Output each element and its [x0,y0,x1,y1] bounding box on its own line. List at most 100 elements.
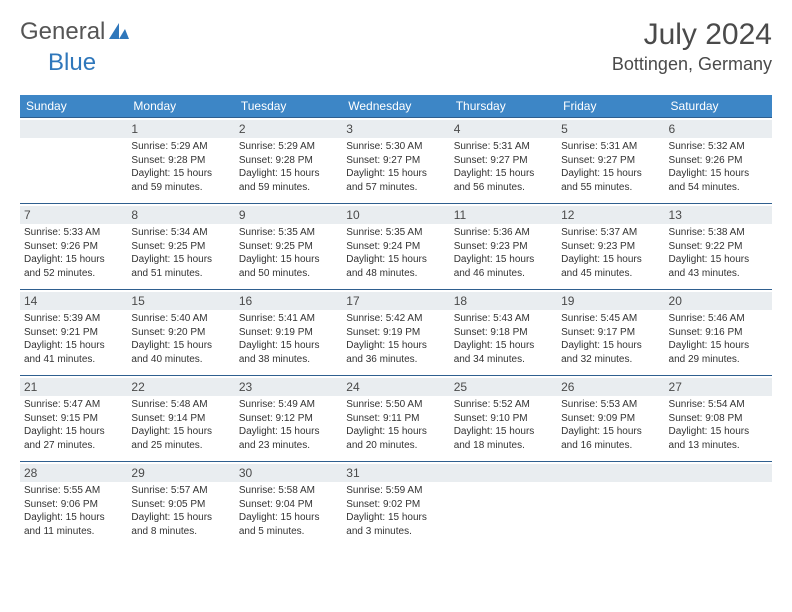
day-details: Sunrise: 5:39 AMSunset: 9:21 PMDaylight:… [24,312,123,366]
day-number: 6 [665,120,772,138]
sunrise-text: Sunrise: 5:57 AM [131,484,230,498]
sunrise-text: Sunrise: 5:29 AM [239,140,338,154]
sunrise-text: Sunrise: 5:48 AM [131,398,230,412]
day-details: Sunrise: 5:55 AMSunset: 9:06 PMDaylight:… [24,484,123,538]
sunset-text: Sunset: 9:28 PM [239,154,338,168]
daylight-text: Daylight: 15 hours and 25 minutes. [131,425,230,452]
sunrise-text: Sunrise: 5:29 AM [131,140,230,154]
sunrise-text: Sunrise: 5:33 AM [24,226,123,240]
sunrise-text: Sunrise: 5:32 AM [669,140,768,154]
day-number: 4 [450,120,557,138]
calendar-row: 21Sunrise: 5:47 AMSunset: 9:15 PMDayligh… [20,376,772,462]
sunrise-text: Sunrise: 5:37 AM [561,226,660,240]
calendar-cell: 23Sunrise: 5:49 AMSunset: 9:12 PMDayligh… [235,376,342,462]
sunset-text: Sunset: 9:28 PM [131,154,230,168]
sunrise-text: Sunrise: 5:43 AM [454,312,553,326]
location: Bottingen, Germany [612,54,772,75]
sunrise-text: Sunrise: 5:35 AM [239,226,338,240]
calendar-cell: 15 Sunrise: 5:40 AMSunset: 9:20 PMDayligh… [127,290,234,376]
sunset-text: Sunset: 9:27 PM [561,154,660,168]
daylight-text: Daylight: 15 hours and 38 minutes. [239,339,338,366]
day-number: 7 [20,206,127,224]
sunrise-text: Sunrise: 5:31 AM [561,140,660,154]
calendar-cell: 12Sunrise: 5:37 AMSunset: 9:23 PMDayligh… [557,204,664,290]
calendar-cell: 25Sunrise: 5:52 AMSunset: 9:10 PMDayligh… [450,376,557,462]
day-number: 19 [557,292,664,310]
day-number: 16 [235,292,342,310]
day-number [557,464,664,482]
day-number: 27 [665,378,772,396]
day-header: Thursday [450,95,557,118]
daylight-text: Daylight: 15 hours and 18 minutes. [454,425,553,452]
daylight-text: Daylight: 15 hours and 3 minutes. [346,511,445,538]
daylight-text: Daylight: 15 hours and 16 minutes. [561,425,660,452]
calendar-cell: 16 Sunrise: 5:41 AMSunset: 9:19 PMDayligh… [235,290,342,376]
day-details: Sunrise: 5:38 AMSunset: 9:22 PMDaylight:… [669,226,768,280]
daylight-text: Daylight: 15 hours and 48 minutes. [346,253,445,280]
sunrise-text: Sunrise: 5:42 AM [346,312,445,326]
sunrise-text: Sunrise: 5:54 AM [669,398,768,412]
calendar-cell: 14Sunrise: 5:39 AMSunset: 9:21 PMDayligh… [20,290,127,376]
day-details: Sunrise: 5:35 AMSunset: 9:24 PMDaylight:… [346,226,445,280]
sunrise-text: Sunrise: 5:59 AM [346,484,445,498]
sunrise-text: Sunrise: 5:34 AM [131,226,230,240]
day-details: Sunrise: 5:46 AMSunset: 9:16 PMDaylight:… [669,312,768,366]
daylight-text: Daylight: 15 hours and 40 minutes. [131,339,230,366]
calendar-cell [450,462,557,548]
day-number [450,464,557,482]
sunset-text: Sunset: 9:06 PM [24,498,123,512]
sunset-text: Sunset: 9:11 PM [346,412,445,426]
sunrise-text: Sunrise: 5:50 AM [346,398,445,412]
calendar-row: 7Sunrise: 5:33 AMSunset: 9:26 PMDaylight… [20,204,772,290]
day-details: Sunrise: 5:58 AMSunset: 9:04 PMDaylight:… [239,484,338,538]
calendar-cell: 26 Sunrise: 5:53 AMSunset: 9:09 PMDayligh… [557,376,664,462]
day-header: Monday [127,95,234,118]
sunset-text: Sunset: 9:27 PM [454,154,553,168]
day-number: 26 [557,378,664,396]
daylight-text: Daylight: 15 hours and 36 minutes. [346,339,445,366]
day-number: 1 [127,120,234,138]
day-details: Sunrise: 5:30 AMSunset: 9:27 PMDaylight:… [346,140,445,194]
sunrise-text: Sunrise: 5:47 AM [24,398,123,412]
calendar-cell: 1Sunrise: 5:29 AMSunset: 9:28 PMDaylight… [127,118,234,204]
day-number: 11 [450,206,557,224]
sunset-text: Sunset: 9:19 PM [346,326,445,340]
sunrise-text: Sunrise: 5:39 AM [24,312,123,326]
daylight-text: Daylight: 15 hours and 54 minutes. [669,167,768,194]
day-header-row: Sunday Monday Tuesday Wednesday Thursday… [20,95,772,118]
sunset-text: Sunset: 9:18 PM [454,326,553,340]
sunset-text: Sunset: 9:23 PM [454,240,553,254]
logo: General [20,18,129,46]
day-details: Sunrise: 5:40 AMSunset: 9:20 PMDaylight:… [131,312,230,366]
daylight-text: Daylight: 15 hours and 43 minutes. [669,253,768,280]
sunset-text: Sunset: 9:19 PM [239,326,338,340]
sunrise-text: Sunrise: 5:31 AM [454,140,553,154]
daylight-text: Daylight: 15 hours and 20 minutes. [346,425,445,452]
daylight-text: Daylight: 15 hours and 51 minutes. [131,253,230,280]
sunset-text: Sunset: 9:15 PM [24,412,123,426]
calendar-cell: 28Sunrise: 5:55 AMSunset: 9:06 PMDayligh… [20,462,127,548]
day-number: 13 [665,206,772,224]
calendar-cell [557,462,664,548]
day-number: 15 [127,292,234,310]
sunset-text: Sunset: 9:25 PM [239,240,338,254]
title-block: July 2024 Bottingen, Germany [612,18,772,75]
day-number: 30 [235,464,342,482]
calendar-cell: 17Sunrise: 5:42 AMSunset: 9:19 PMDayligh… [342,290,449,376]
calendar-cell: 27Sunrise: 5:54 AMSunset: 9:08 PMDayligh… [665,376,772,462]
sunrise-text: Sunrise: 5:41 AM [239,312,338,326]
day-number: 23 [235,378,342,396]
calendar-cell: 4Sunrise: 5:31 AMSunset: 9:27 PMDaylight… [450,118,557,204]
day-details: Sunrise: 5:37 AMSunset: 9:23 PMDaylight:… [561,226,660,280]
day-header: Friday [557,95,664,118]
daylight-text: Daylight: 15 hours and 27 minutes. [24,425,123,452]
day-number: 22 [127,378,234,396]
day-details: Sunrise: 5:53 AMSunset: 9:09 PMDaylight:… [561,398,660,452]
sunrise-text: Sunrise: 5:46 AM [669,312,768,326]
day-details: Sunrise: 5:35 AMSunset: 9:25 PMDaylight:… [239,226,338,280]
day-number: 25 [450,378,557,396]
day-details: Sunrise: 5:42 AMSunset: 9:19 PMDaylight:… [346,312,445,366]
sunset-text: Sunset: 9:02 PM [346,498,445,512]
sunset-text: Sunset: 9:22 PM [669,240,768,254]
day-details: Sunrise: 5:48 AMSunset: 9:14 PMDaylight:… [131,398,230,452]
